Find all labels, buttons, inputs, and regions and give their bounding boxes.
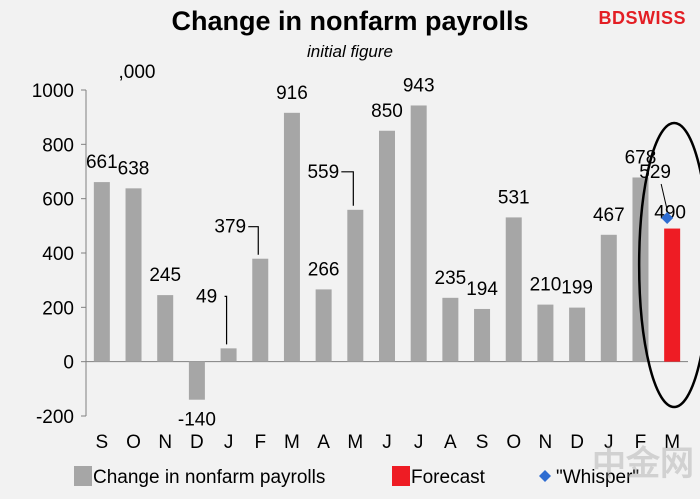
- data-label: 559: [307, 162, 339, 183]
- x-tick-label: O: [506, 432, 521, 453]
- bar-payrolls: [632, 177, 649, 362]
- x-tick-label: A: [444, 432, 457, 453]
- x-tick-label: N: [539, 432, 553, 453]
- data-label: 245: [149, 265, 181, 286]
- whisper-marker: [661, 211, 674, 224]
- brand-logo: BDSWISS: [598, 8, 686, 29]
- watermark: 中金网: [592, 445, 694, 483]
- x-tick-label: S: [95, 432, 108, 453]
- bar-payrolls: [474, 308, 491, 362]
- data-label: 199: [561, 278, 593, 299]
- legend-swatch-forecast: [392, 466, 410, 486]
- data-label: 210: [530, 275, 562, 296]
- data-label: 638: [118, 158, 150, 179]
- whisper-leader: [660, 183, 668, 211]
- legend-label-whisper: "Whisper": [556, 467, 639, 488]
- bar-payrolls: [188, 361, 205, 400]
- data-label: 678: [625, 147, 657, 168]
- x-tick-label: M: [664, 432, 680, 453]
- data-label: 850: [371, 101, 403, 122]
- bar-payrolls: [537, 304, 554, 362]
- bar-payrolls: [125, 188, 142, 362]
- bar-payrolls: [283, 112, 300, 362]
- data-label: 235: [435, 268, 467, 289]
- x-tick-label: J: [382, 432, 392, 453]
- bar-payrolls: [505, 217, 522, 362]
- brand-logo-text: BDSWISS: [598, 8, 686, 28]
- bar-payrolls: [600, 234, 617, 362]
- x-tick-label: A: [317, 432, 330, 453]
- x-tick-label: S: [476, 432, 489, 453]
- data-label: 194: [466, 279, 498, 300]
- y-tick-label: 1000: [32, 81, 74, 102]
- bar-payrolls: [442, 297, 459, 362]
- data-label: 943: [403, 75, 435, 96]
- bar-payrolls: [410, 105, 427, 362]
- bar-payrolls: [252, 258, 269, 362]
- bar-forecast: [664, 228, 681, 362]
- chart-title: Change in nonfarm payrolls: [171, 6, 529, 36]
- x-tick-label: F: [635, 432, 647, 453]
- whisper-label: 529: [639, 162, 671, 183]
- bar-payrolls: [93, 182, 110, 362]
- x-tick-label: D: [190, 432, 204, 453]
- x-tick-label: F: [254, 432, 266, 453]
- x-tick-label: D: [570, 432, 584, 453]
- bar-payrolls: [315, 289, 332, 362]
- data-label-leader: [341, 171, 354, 206]
- x-tick-label: N: [158, 432, 172, 453]
- x-tick-label: J: [414, 432, 424, 453]
- legend-swatch-payrolls: [74, 466, 92, 486]
- x-tick-label: O: [126, 432, 141, 453]
- unit-label: ,000: [119, 62, 156, 83]
- data-label: 661: [86, 152, 118, 173]
- y-tick-label: 600: [42, 190, 74, 211]
- data-label: 379: [214, 217, 246, 238]
- y-tick-label: 400: [42, 244, 74, 265]
- x-tick-label: M: [347, 432, 363, 453]
- data-label: -140: [178, 410, 216, 431]
- chart-subtitle: initial figure: [307, 42, 393, 61]
- bar-payrolls: [347, 209, 364, 362]
- y-tick-label: 800: [42, 135, 74, 156]
- legend-label-payrolls: Change in nonfarm payrolls: [93, 467, 325, 488]
- data-label: 49: [196, 286, 217, 307]
- data-label: 531: [498, 187, 530, 208]
- y-tick-label: 0: [63, 353, 74, 374]
- bar-payrolls: [379, 130, 395, 362]
- legend-swatch-whisper: [539, 470, 551, 482]
- data-label-leader: [248, 226, 259, 255]
- data-label: 467: [593, 205, 625, 226]
- data-label: 916: [276, 83, 308, 104]
- x-tick-label: J: [604, 432, 614, 453]
- data-label: 266: [308, 259, 340, 280]
- bar-payrolls: [569, 307, 586, 362]
- x-tick-label: M: [284, 432, 300, 453]
- x-tick-label: J: [224, 432, 234, 453]
- bar-payrolls: [220, 348, 237, 362]
- legend-label-forecast: Forecast: [411, 467, 486, 488]
- bar-payrolls: [157, 295, 174, 362]
- y-tick-label: -200: [36, 407, 74, 428]
- highlight-ellipse: [637, 121, 700, 409]
- data-label-leader: [224, 295, 228, 345]
- y-tick-label: 200: [42, 298, 74, 319]
